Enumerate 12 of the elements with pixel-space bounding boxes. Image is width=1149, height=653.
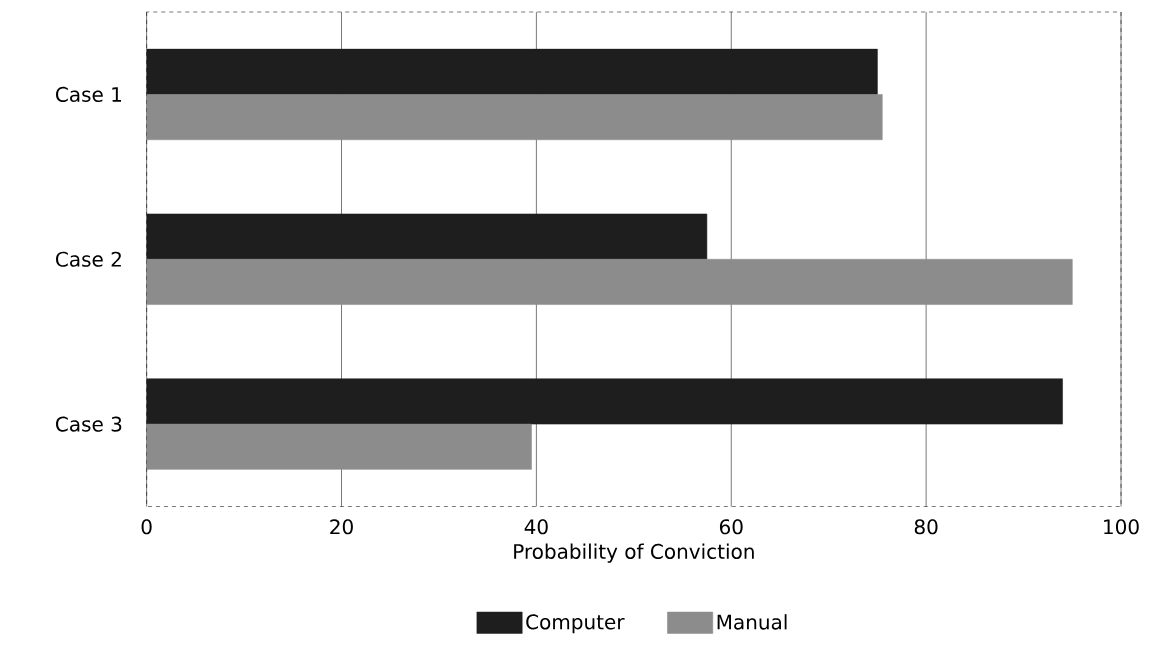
x-tick-label: 0 xyxy=(141,519,152,535)
y-tick-label: Case 3 xyxy=(56,416,122,432)
legend-label: Computer xyxy=(526,614,625,634)
legend-label: Manual xyxy=(717,614,787,630)
x-tick-label: 40 xyxy=(524,519,548,535)
y-tick-label: Case 2 xyxy=(56,251,121,267)
x-tick-label: 100 xyxy=(1104,519,1139,535)
x-axis-title: Probability of Conviction xyxy=(514,543,754,563)
x-tick-label: 20 xyxy=(330,519,353,535)
y-tick-label: Case 1 xyxy=(56,86,122,102)
x-tick-label: 80 xyxy=(914,519,938,535)
x-tick-label: 60 xyxy=(719,519,743,535)
